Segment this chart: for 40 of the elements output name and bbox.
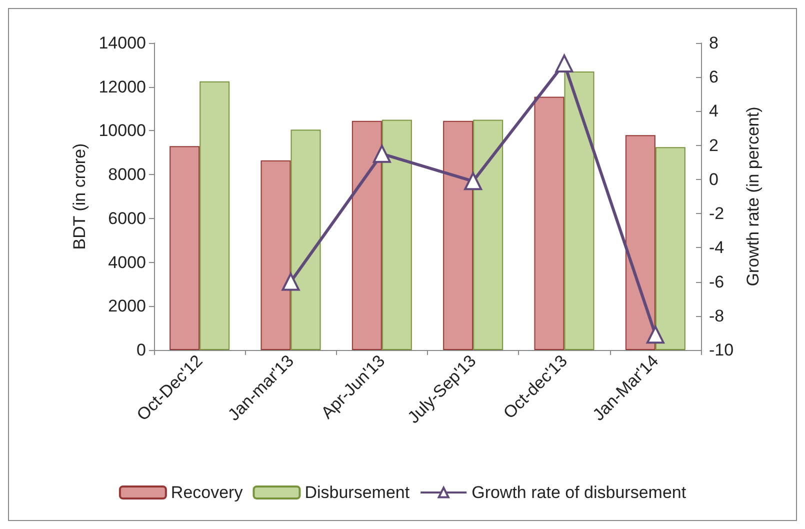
y2-tick-label: -10 bbox=[709, 340, 734, 360]
point bbox=[646, 326, 664, 344]
y2-tick-label: 0 bbox=[709, 170, 718, 189]
y-tick-label: 10000 bbox=[98, 121, 146, 140]
point bbox=[464, 172, 482, 190]
y2-axis-title: Growth rate (in percent) bbox=[743, 106, 762, 286]
bar bbox=[290, 130, 321, 350]
bar bbox=[473, 120, 504, 350]
y-tick-label: 8000 bbox=[108, 165, 146, 184]
bar bbox=[625, 135, 656, 350]
y2-tick-label: 6 bbox=[709, 68, 718, 87]
bar bbox=[564, 72, 594, 350]
point bbox=[555, 54, 574, 72]
point bbox=[282, 272, 300, 291]
bar bbox=[655, 147, 686, 350]
legend-label: Growth rate of disbursement bbox=[472, 483, 686, 502]
bar bbox=[170, 146, 200, 350]
legend-label: Disbursement bbox=[304, 483, 410, 502]
bar bbox=[382, 120, 412, 350]
y2-tick-label: -6 bbox=[709, 272, 724, 292]
y-tick-label: 12000 bbox=[98, 77, 146, 96]
y2-tick-label: 4 bbox=[709, 102, 718, 121]
y2-tick-label: -4 bbox=[709, 238, 724, 258]
y2-tick-label: 8 bbox=[709, 34, 718, 52]
y-tick-label: 6000 bbox=[108, 208, 146, 228]
bar bbox=[352, 120, 382, 350]
y2-tick-label: -8 bbox=[709, 306, 724, 326]
y-tick-label: 4000 bbox=[108, 252, 146, 272]
y-tick-label: 0 bbox=[136, 340, 146, 360]
y2-tick-label: -2 bbox=[709, 204, 724, 224]
bar bbox=[260, 160, 291, 350]
bar bbox=[534, 96, 564, 350]
y2-tick-label: 2 bbox=[709, 136, 718, 155]
y-tick-label: 14000 bbox=[98, 34, 146, 52]
legend-label: Recovery bbox=[170, 483, 244, 502]
y-tick-label: 2000 bbox=[108, 296, 146, 316]
bar bbox=[443, 120, 474, 350]
point bbox=[372, 144, 391, 163]
y-axis-title: BDT (in crore) bbox=[70, 143, 89, 250]
bar bbox=[200, 81, 230, 350]
